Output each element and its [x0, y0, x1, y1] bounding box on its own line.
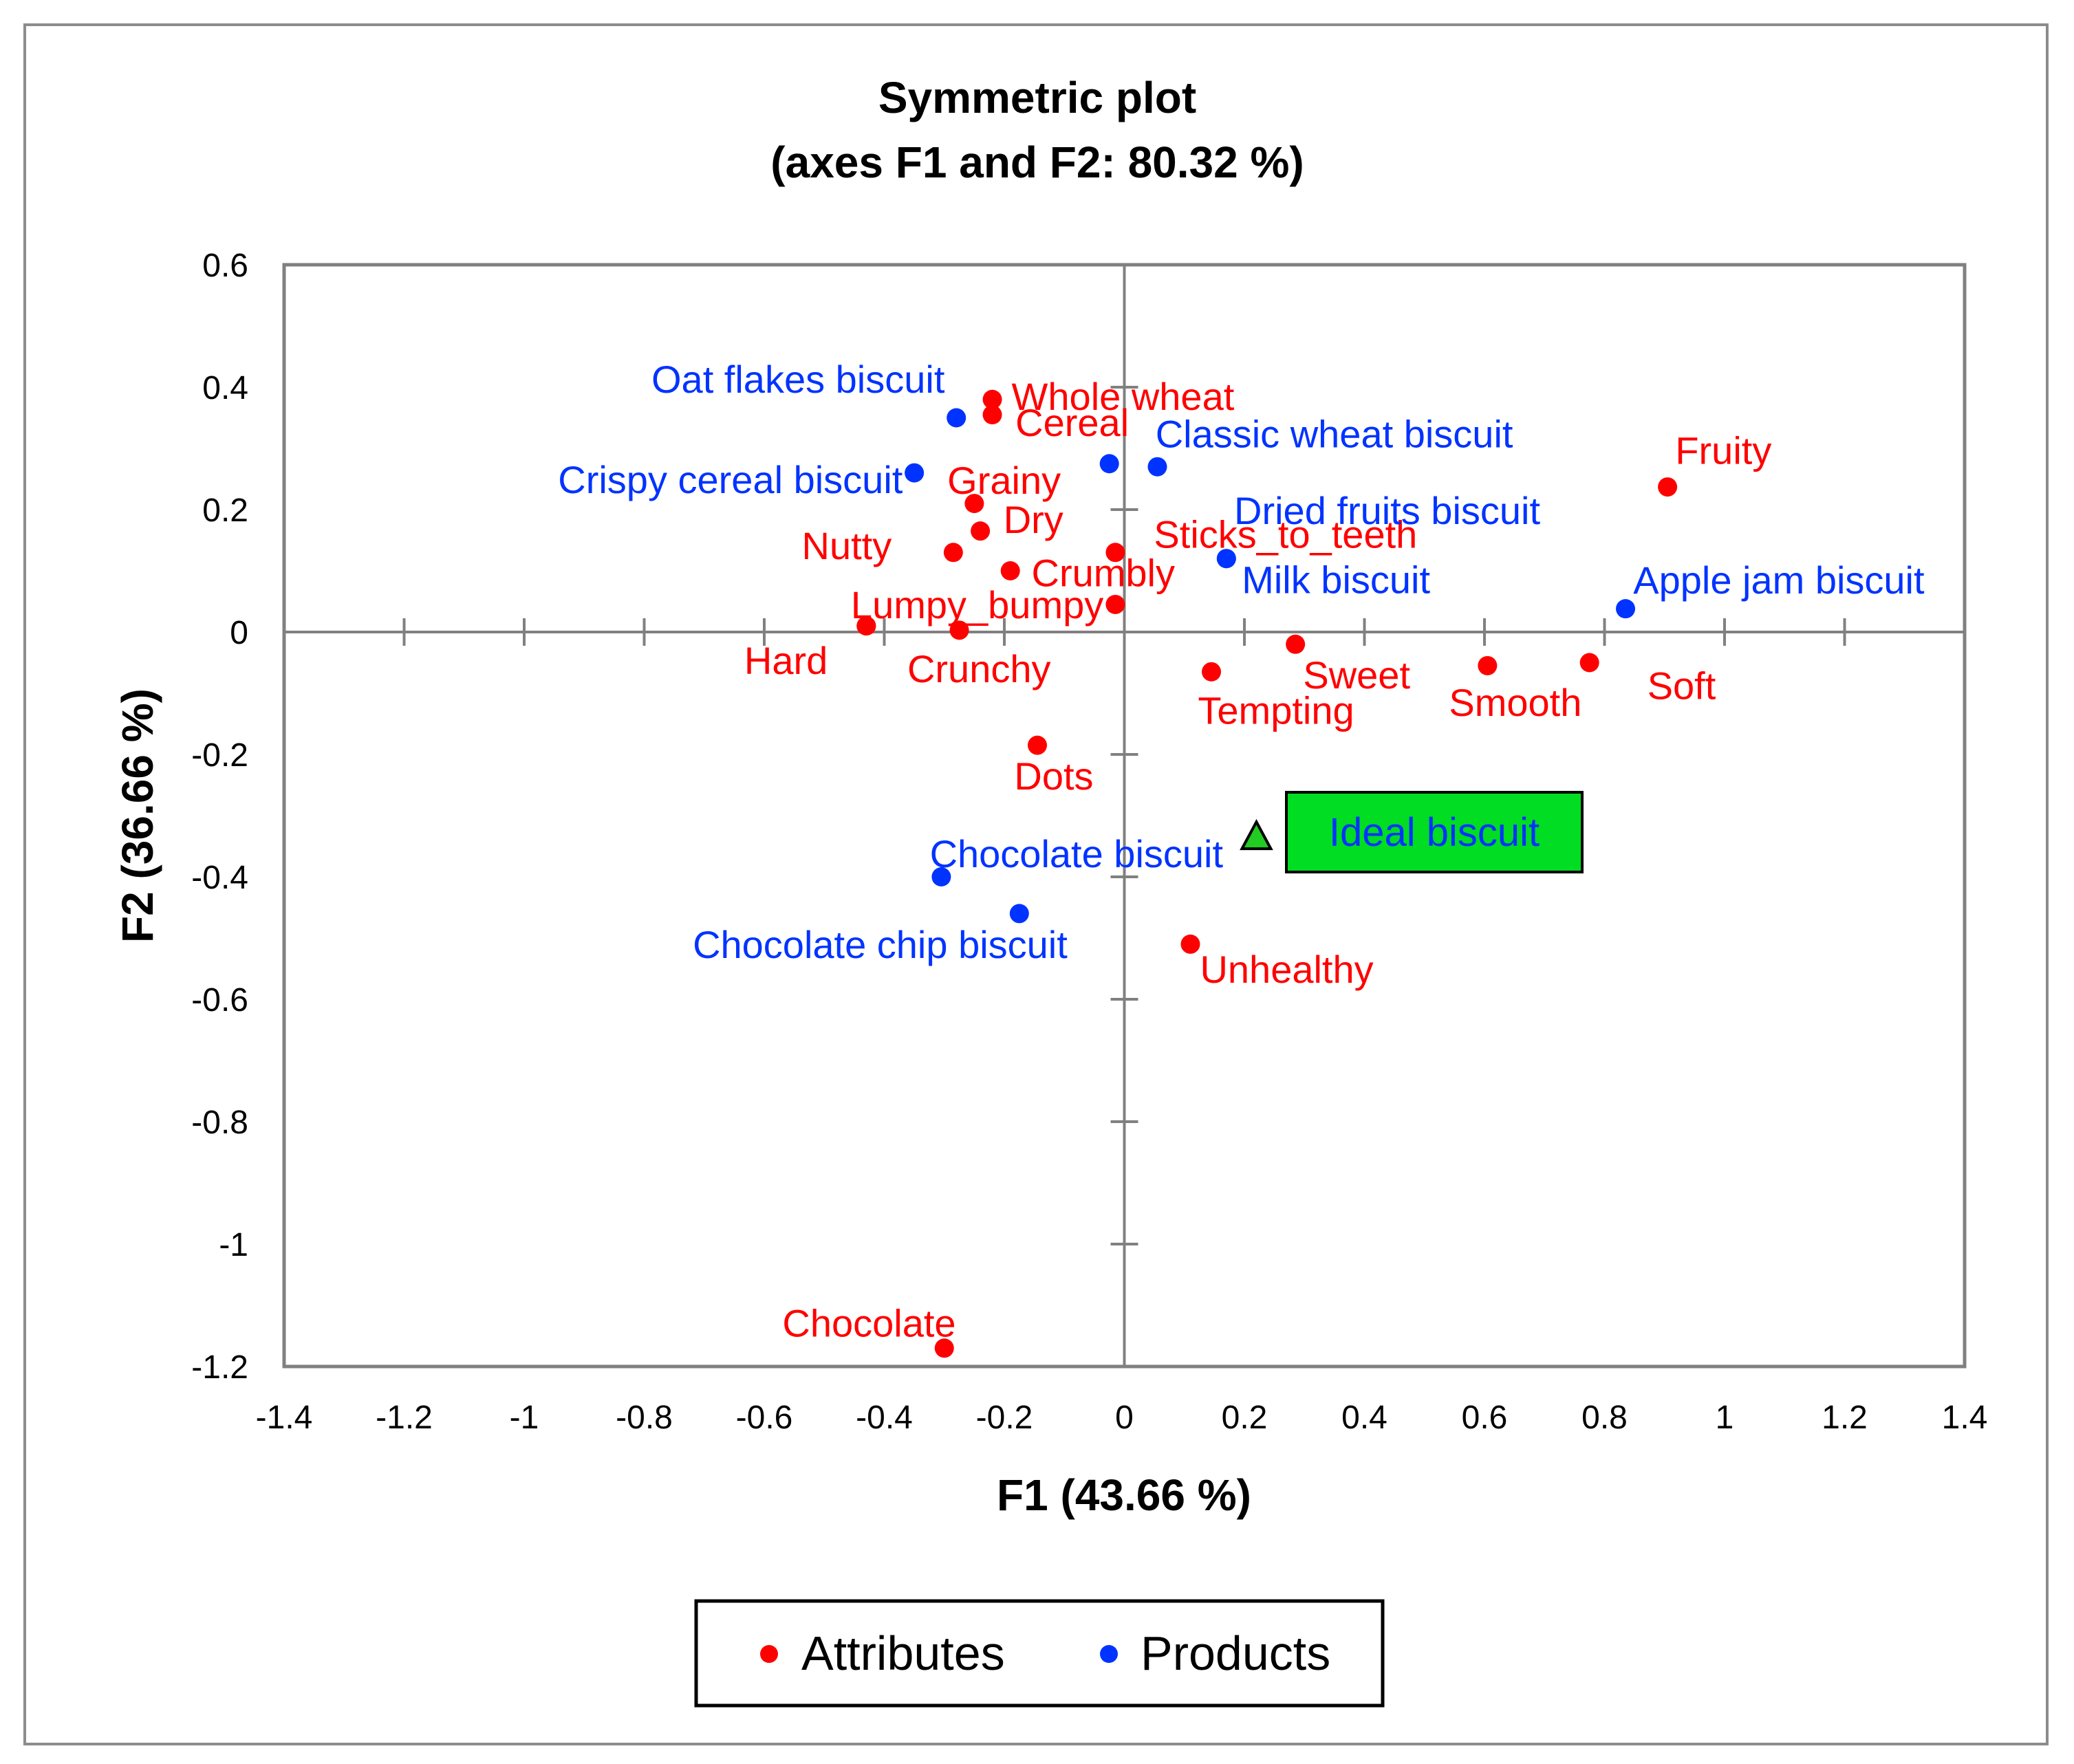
point-label-oat-flakes-biscuit: Oat flakes biscuit: [651, 358, 945, 401]
legend: Attributes Products: [694, 1599, 1385, 1708]
x-tick-label: 1: [1716, 1400, 1734, 1436]
point-label-crunchy: Crunchy: [907, 647, 1051, 690]
y-tick-label: -1.2: [191, 1349, 248, 1386]
x-tick-label: 1.4: [1942, 1400, 1988, 1436]
point-products: [1099, 454, 1119, 474]
point-attributes-tempting: [1202, 662, 1222, 682]
point-products-crispy-cereal-biscuit: [905, 463, 925, 483]
point-label-dried-fruits-biscuit: Dried fruits biscuit: [1234, 489, 1540, 532]
point-label-crispy-cereal-biscuit: Crispy cereal biscuit: [558, 458, 903, 501]
y-axis-title: F2 (36.66 %): [113, 688, 162, 943]
ideal-biscuit-group: Ideal biscuit: [1240, 791, 1584, 873]
point-products-classic-wheat-biscuit: [1147, 457, 1167, 477]
point-label-apple-jam-biscuit: Apple jam biscuit: [1633, 558, 1925, 602]
chart-title-line1: Symmetric plot: [878, 73, 1196, 122]
point-label-crumbly: Crumbly: [1032, 551, 1175, 594]
x-tick-label: 0.8: [1581, 1400, 1628, 1436]
point-label-chocolate: Chocolate: [782, 1302, 955, 1345]
x-tick-label: -0.4: [856, 1400, 913, 1436]
y-tick-label: 0.6: [202, 248, 248, 284]
y-tick-label: 0.2: [202, 492, 248, 529]
point-label-grainy: Grainy: [947, 459, 1061, 502]
point-attributes-sticks-to-teeth: [1105, 543, 1125, 563]
point-products-milk-biscuit: [1216, 549, 1236, 569]
x-tick-label: -0.2: [976, 1400, 1033, 1436]
y-tick-label: -0.4: [191, 860, 248, 896]
point-label-dry: Dry: [1004, 498, 1063, 541]
point-attributes-soft: [1579, 653, 1599, 673]
point-label-hard: Hard: [744, 639, 828, 682]
x-tick-label: 0.2: [1222, 1400, 1268, 1436]
ideal-biscuit-label-box: [1285, 791, 1584, 873]
y-tick-label: -0.6: [191, 982, 248, 1019]
x-tick-label: 0: [1115, 1400, 1134, 1436]
point-attributes-grainy: [964, 494, 984, 514]
point-products-chocolate-chip-biscuit: [1009, 904, 1029, 924]
legend-products-label: Products: [1141, 1626, 1330, 1680]
ideal-biscuit-triangle-marker: [1240, 818, 1273, 851]
legend-attributes-label: Attributes: [801, 1626, 1005, 1680]
legend-products-marker: [1100, 1645, 1118, 1663]
point-attributes-dry: [971, 521, 991, 541]
y-tick-label: -0.8: [191, 1104, 248, 1141]
point-label-sweet: Sweet: [1303, 653, 1410, 697]
legend-attributes-marker: [760, 1645, 778, 1663]
y-tick-label: -0.2: [191, 737, 248, 774]
point-label-unhealthy: Unhealthy: [1200, 948, 1373, 991]
point-attributes-sweet: [1286, 634, 1306, 654]
legend-box: [694, 1599, 1385, 1708]
x-tick-label: -1: [510, 1400, 539, 1436]
point-label-whole-wheat: Whole wheat: [1012, 375, 1235, 418]
point-label-smooth: Smooth: [1449, 681, 1581, 724]
tick-labels: -1.4 -1.2 -1 -0.8 -0.6 -0.4 -0.2 0 0.2 0.4 0.6 0.8 1…: [191, 248, 1987, 1436]
point-attributes-smooth: [1478, 655, 1498, 675]
point-label-fruity: Fruity: [1675, 428, 1771, 472]
point-label-chocolate-chip-biscuit: Chocolate chip biscuit: [693, 923, 1068, 966]
point-label-cereal: Cereal: [1015, 401, 1129, 444]
point-attributes-crumbly: [1000, 561, 1020, 580]
y-tick-label: 0.4: [202, 370, 248, 406]
point-attributes-cereal: [982, 405, 1002, 425]
point-products-chocolate-biscuit: [931, 867, 951, 886]
point-attributes-unhealthy: [1180, 934, 1200, 954]
point-attributes-fruity: [1658, 477, 1678, 497]
point-label-sticks-to-teeth: Sticks_to_teeth: [1154, 512, 1417, 556]
point-attributes: [1105, 594, 1125, 614]
point-label-chocolate-biscuit: Chocolate biscuit: [930, 832, 1224, 875]
point-attributes-dots: [1027, 735, 1047, 755]
point-attributes-chocolate: [934, 1338, 954, 1358]
y-tick-label: 0: [230, 615, 248, 651]
point-products-oat-flakes-biscuit: [947, 408, 966, 428]
x-tick-label: -0.6: [736, 1400, 793, 1436]
point-label-tempting: Tempting: [1198, 688, 1354, 732]
point-attributes-whole-wheat: [982, 389, 1002, 409]
point-label-soft: Soft: [1648, 664, 1716, 708]
x-axis-title: F1 (43.66 %): [997, 1470, 1251, 1520]
point-attributes-hard: [856, 616, 876, 636]
chart-title-line2: (axes F1 and F2: 80.32 %): [770, 138, 1304, 187]
x-tick-label: 1.2: [1822, 1400, 1868, 1436]
x-tick-label: -0.8: [616, 1400, 673, 1436]
x-tick-label: 0.4: [1341, 1400, 1387, 1436]
point-attributes-crunchy: [949, 620, 969, 640]
y-tick-label: -1: [219, 1227, 248, 1263]
point-products-apple-jam-biscuit: [1616, 599, 1636, 619]
ideal-biscuit-label: Ideal biscuit: [1329, 810, 1540, 855]
x-tick-label: 0.6: [1462, 1400, 1508, 1436]
point-label-lumpy-bumpy: Lumpy_bumpy: [851, 583, 1103, 627]
point-attributes-nutty: [943, 543, 963, 563]
point-label-nutty: Nutty: [802, 524, 892, 567]
point-label-dots: Dots: [1014, 754, 1093, 798]
point-label-classic-wheat-biscuit: Classic wheat biscuit: [1156, 413, 1513, 456]
axes-layer: [284, 265, 1965, 1366]
x-tick-label: -1.2: [376, 1400, 433, 1436]
x-tick-label: -1.4: [256, 1400, 313, 1436]
point-label-milk-biscuit: Milk biscuit: [1242, 558, 1430, 602]
